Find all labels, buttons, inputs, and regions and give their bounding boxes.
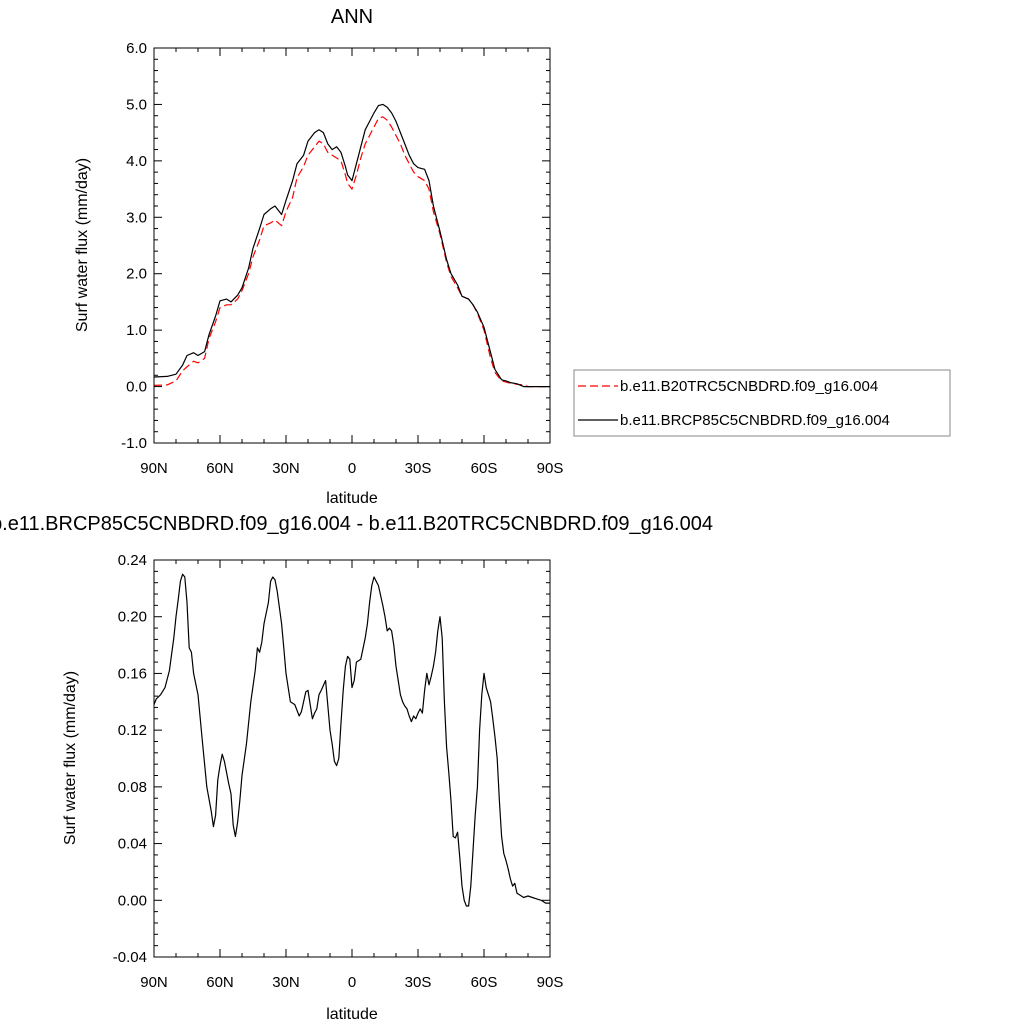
x-tick-label: 30S	[405, 974, 432, 991]
y-tick-label: 6.0	[126, 40, 147, 57]
x-tick-label: 90S	[537, 460, 564, 477]
x-tick-label: 30S	[405, 460, 432, 477]
chart-top-series-1-line	[153, 103, 550, 388]
x-tick-label: 90S	[537, 974, 564, 991]
legend-box	[573, 369, 951, 437]
chart-bottom-series-0-line	[153, 573, 550, 907]
x-tick-label: 30N	[272, 974, 300, 991]
chart-top-ylabel: Surf water flux (mm/day)	[74, 158, 91, 332]
x-tick-label: 60S	[471, 974, 498, 991]
chart-top-series-0-line	[153, 116, 550, 388]
x-tick-label: 90N	[140, 974, 168, 991]
y-tick-label: 0.0	[126, 379, 147, 396]
y-tick-label: 0.00	[118, 892, 147, 909]
chart-top-frame	[153, 47, 551, 444]
x-tick-label: 60S	[471, 460, 498, 477]
chart-bottom-xlabel: latitude	[326, 1006, 378, 1023]
x-tick-label: 90N	[140, 460, 168, 477]
y-tick-label: 1.0	[126, 322, 147, 339]
y-tick-label: 0.20	[118, 609, 147, 626]
x-tick-label: 60N	[206, 460, 234, 477]
chart-top-plot-area	[153, 103, 550, 388]
y-tick-label: 2.0	[126, 266, 147, 283]
chart-bottom-frame	[153, 559, 551, 958]
chart-top-x-axis: 90N 60N 30N 0 30S 60S 90S	[140, 48, 563, 477]
chart-top-xlabel: latitude	[326, 490, 378, 507]
x-tick-label: 0	[348, 460, 356, 477]
x-tick-label: 30N	[272, 460, 300, 477]
y-tick-label: -1.0	[121, 435, 147, 452]
y-tick-label: 0.12	[118, 722, 147, 739]
chart-top-title: ANN	[331, 6, 373, 28]
y-tick-label: 3.0	[126, 209, 147, 226]
y-tick-label: 0.08	[118, 779, 147, 796]
x-tick-label: 60N	[206, 974, 234, 991]
y-tick-label: 0.16	[118, 665, 147, 682]
y-tick-label: 5.0	[126, 96, 147, 113]
legend-label-rcp85: b.e11.BRCP85C5CNBDRD.f09_g16.004	[620, 412, 890, 429]
y-tick-label: 0.24	[118, 552, 147, 569]
chart-bottom-ylabel: Surf water flux (mm/day)	[62, 671, 79, 845]
chart-bottom-y-axis: -0.04 0.00 0.04 0.08 0.12 0.16 0.20 0.24	[113, 552, 550, 966]
chart-bottom-title: b.e11.BRCP85C5CNBDRD.f09_g16.004 - b.e11…	[0, 513, 713, 535]
chart-bottom-plot-area	[153, 573, 550, 907]
chart-top: ANN -1.0 0.0 1.0 2.0 3.0 4.0 5.0 6.0 90N 60N 30N 0…	[74, 6, 563, 507]
chart-bottom-x-axis: 90N 60N 30N 0 30S 60S 90S	[140, 560, 563, 991]
chart-bottom: b.e11.BRCP85C5CNBDRD.f09_g16.004 - b.e11…	[0, 513, 713, 1023]
y-tick-label: 4.0	[126, 153, 147, 170]
y-tick-label: 0.04	[118, 836, 147, 853]
chart-top-y-axis: -1.0 0.0 1.0 2.0 3.0 4.0 5.0 6.0	[121, 40, 550, 452]
legend-label-historical: b.e11.B20TRC5CNBDRD.f09_g16.004	[620, 378, 878, 395]
y-tick-label: -0.04	[113, 949, 147, 966]
legend: b.e11.B20TRC5CNBDRD.f09_g16.004 b.e11.BR…	[573, 369, 951, 437]
x-tick-label: 0	[348, 974, 356, 991]
